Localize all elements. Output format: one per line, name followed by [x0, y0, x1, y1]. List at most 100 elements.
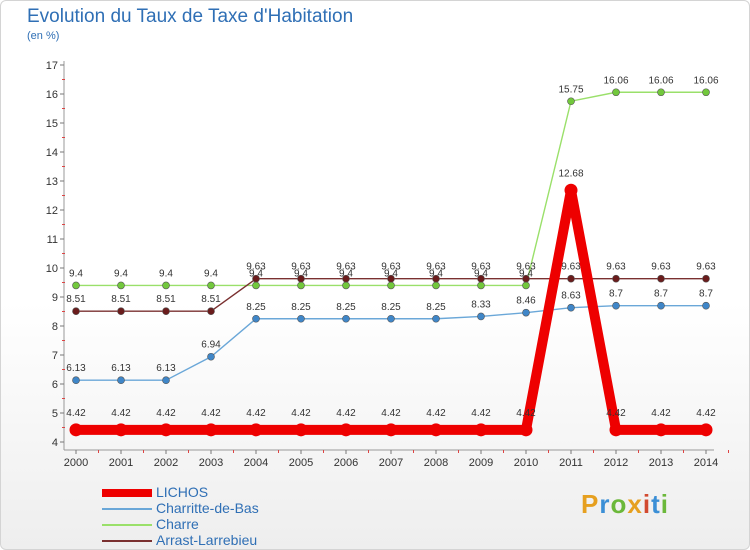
- legend-label: Charre: [156, 516, 199, 532]
- data-point: [297, 274, 305, 283]
- data-label: 4.42: [381, 408, 401, 419]
- x-tick-label: 2001: [109, 457, 133, 469]
- x-tick-label: 2007: [379, 457, 403, 469]
- data-label: 9.63: [651, 262, 671, 273]
- data-point: [387, 274, 395, 283]
- data-label: 8.7: [654, 289, 668, 300]
- y-tick-label: 13: [46, 176, 58, 188]
- series-lichos: 4.42 4.42 4.42 4.42 4.42 4.42 4.42 4.42 4.42 4.42…: [66, 168, 716, 437]
- y-tick-label: 8: [52, 321, 58, 333]
- data-point: [117, 376, 125, 385]
- data-label: 9.63: [606, 262, 626, 273]
- logo-letter: i: [660, 489, 669, 519]
- data-label: 9.63: [336, 262, 356, 273]
- legend-swatch: [102, 489, 152, 497]
- series-charre: 9.4 9.4 9.4 9.4 9.4 9.4 9.4 9.4 9.4 9.4 9.4 15.75 16…: [69, 75, 719, 290]
- data-point: [564, 183, 578, 197]
- data-point: [609, 423, 623, 437]
- data-label: 4.42: [156, 408, 176, 419]
- data-point: [162, 281, 170, 290]
- data-point: [387, 314, 395, 323]
- data-point: [384, 423, 398, 437]
- y-tick-label: 4: [52, 437, 58, 449]
- data-point: [159, 423, 173, 437]
- data-point: [117, 307, 125, 316]
- x-tick-label: 2005: [289, 457, 313, 469]
- data-point: [699, 423, 713, 437]
- x-tick-label: 2014: [694, 457, 718, 469]
- data-label: 6.94: [201, 340, 221, 351]
- data-point: [567, 97, 575, 106]
- data-point: [297, 281, 305, 290]
- data-label: 8.25: [336, 302, 356, 313]
- x-tick-label: 2000: [64, 457, 88, 469]
- data-label: 4.42: [696, 408, 716, 419]
- data-point: [249, 423, 263, 437]
- legend-label: LICHOS: [156, 484, 209, 500]
- data-label: 8.46: [516, 296, 536, 307]
- data-point: [432, 314, 440, 323]
- data-label: 8.51: [156, 294, 176, 305]
- series-line: [76, 91, 706, 287]
- y-tick-label: 5: [52, 408, 58, 420]
- data-point: [342, 281, 350, 290]
- y-tick-label: 7: [52, 350, 58, 362]
- data-label: 6.13: [156, 363, 176, 374]
- data-point: [162, 307, 170, 316]
- data-label: 16.06: [648, 75, 673, 86]
- y-tick-label: 16: [46, 89, 58, 101]
- data-point: [654, 423, 668, 437]
- series-arrast-larrebieu: 8.51 8.51 8.51 8.51 9.63 9.63 9.63 9.63 9.63 9.63…: [66, 262, 716, 316]
- data-point: [519, 423, 533, 437]
- data-label: 9.63: [471, 262, 491, 273]
- data-label: 9.4: [294, 268, 308, 279]
- y-tick-label: 6: [52, 379, 58, 391]
- data-point: [297, 314, 305, 323]
- data-label: 4.42: [291, 408, 311, 419]
- data-point: [72, 376, 80, 385]
- data-label: 9.4: [114, 268, 128, 279]
- y-tick-label: 9: [52, 292, 58, 304]
- axes: 4 5 6 7 8 9 10 11 12 13 14 15 16 17 2000 2001 2002 2003 20…: [46, 60, 729, 469]
- data-label: 8.25: [246, 302, 266, 313]
- legend-swatch: [102, 540, 152, 542]
- data-point: [477, 281, 485, 290]
- logo-letter: x: [627, 489, 643, 519]
- x-tick-label: 2012: [604, 457, 628, 469]
- data-label: 8.51: [201, 294, 221, 305]
- data-label: 8.25: [291, 302, 311, 313]
- data-point: [657, 88, 665, 97]
- data-point: [252, 281, 260, 290]
- x-tick-label: 2004: [244, 457, 268, 469]
- x-tick-label: 2010: [514, 457, 538, 469]
- data-point: [114, 423, 128, 437]
- data-label: 15.75: [558, 84, 583, 95]
- data-label: 6.13: [66, 363, 86, 374]
- legend-swatch: [102, 524, 152, 526]
- data-point: [339, 423, 353, 437]
- x-tick-label: 2008: [424, 457, 448, 469]
- data-point: [432, 281, 440, 290]
- data-label: 4.42: [111, 408, 131, 419]
- data-label: 9.63: [696, 262, 716, 273]
- data-point: [117, 281, 125, 290]
- data-point: [252, 314, 260, 323]
- x-tick-label: 2003: [199, 457, 223, 469]
- data-label: 9.63: [381, 262, 401, 273]
- data-label: 9.4: [339, 268, 353, 279]
- x-tick-label: 2006: [334, 457, 358, 469]
- data-label: 16.06: [693, 75, 718, 86]
- data-point: [432, 274, 440, 283]
- data-point: [342, 314, 350, 323]
- data-label: 8.7: [699, 289, 713, 300]
- data-point: [252, 274, 260, 283]
- line-chart: 4 5 6 7 8 9 10 11 12 13 14 15 16 17 2000 2001 2002 2003 20…: [46, 60, 729, 469]
- data-label: 8.51: [111, 294, 131, 305]
- data-point: [567, 274, 575, 283]
- logo-letter: t: [651, 489, 661, 519]
- data-label: 9.63: [516, 262, 536, 273]
- legend-swatch: [102, 508, 152, 510]
- data-point: [477, 274, 485, 283]
- logo-letter: r: [599, 489, 611, 519]
- data-label: 9.4: [384, 268, 398, 279]
